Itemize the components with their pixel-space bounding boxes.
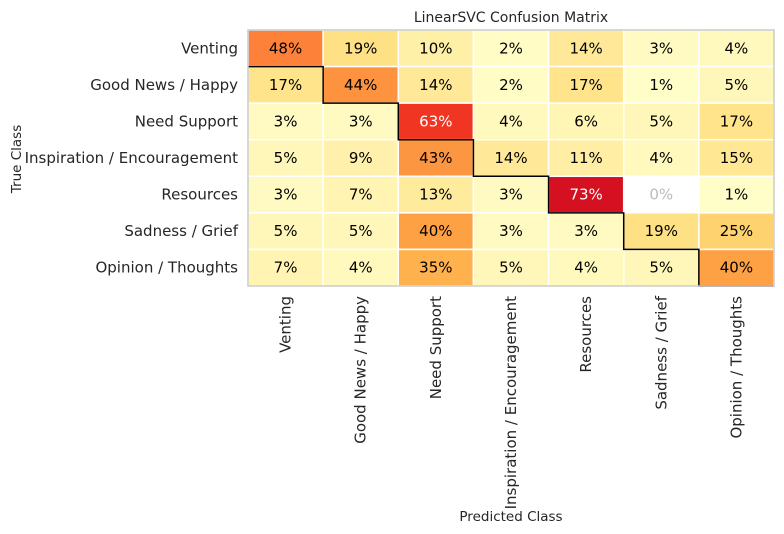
cell-value-label: 3%: [349, 112, 373, 130]
cell-value-label: 17%: [720, 112, 753, 130]
cell-value-label: 10%: [419, 39, 452, 57]
plot-frame: [247, 29, 775, 287]
diagonal-outline: [248, 65, 774, 287]
heatmap-cell: [397, 65, 475, 104]
cell-value-label: 4%: [349, 259, 373, 277]
heatmap-cell: [247, 138, 324, 178]
cell-value-label: 4%: [649, 149, 673, 167]
cell-value-label: 17%: [569, 76, 602, 94]
cell-value-label: 17%: [269, 76, 302, 94]
x-tick-label: Opinion / Thoughts: [727, 296, 745, 439]
cell-value-label: 35%: [419, 259, 452, 277]
y-tick-labels: Venting Good News / Happy Need Support Insp…: [25, 39, 239, 276]
heatmap-cell: [322, 212, 400, 251]
cell-value-label: 14%: [494, 149, 527, 167]
x-tick-label: Sadness / Grief: [652, 295, 670, 409]
heatmap-cell: [698, 212, 775, 251]
cell-value-label: 48%: [269, 39, 302, 57]
x-tick-label: Need Support: [427, 296, 445, 399]
heatmap-cell: [622, 138, 700, 178]
cell-value-label: 9%: [349, 149, 373, 167]
cell-value-label: 4%: [499, 112, 523, 130]
heatmap-cell: [397, 175, 475, 214]
chart-title: LinearSVC Confusion Matrix: [414, 10, 608, 26]
cell-value-label: 3%: [274, 186, 298, 204]
heatmap-cell: [547, 248, 625, 287]
heatmap-cell: [322, 102, 400, 141]
cell-value-label: 63%: [419, 112, 452, 130]
y-axis-label: True Class: [9, 125, 25, 194]
cell-value-label: 5%: [725, 76, 749, 94]
heatmap-cell: [622, 102, 700, 141]
cell-value-label: 7%: [274, 259, 298, 277]
cell-value-label: 14%: [419, 76, 452, 94]
heatmap-cell: [397, 248, 475, 287]
heatmap-cell: [698, 65, 775, 104]
cell-value-label: 3%: [274, 112, 298, 130]
y-tick-label: Venting: [181, 39, 238, 57]
y-tick-label: Need Support: [135, 112, 238, 130]
heatmap-cell: [698, 102, 775, 141]
cell-value-label: 5%: [274, 222, 298, 240]
cell-value-label: 40%: [720, 259, 753, 277]
cell-value-label: 13%: [419, 186, 452, 204]
cell-value-label: 19%: [344, 39, 377, 57]
cell-value-label: 4%: [574, 259, 598, 277]
cell-value-label: 2%: [499, 76, 523, 94]
x-axis-label: Predicted Class: [459, 509, 562, 525]
cell-value-label: 5%: [649, 259, 673, 277]
heatmap-cell: [247, 212, 324, 251]
y-tick-label: Sadness / Grief: [124, 222, 238, 240]
heatmap-cell: [472, 248, 550, 287]
x-tick-label: Resources: [577, 296, 595, 373]
x-tick-label: Inspiration / Encouragement: [502, 296, 520, 509]
heatmap-cell: [622, 248, 700, 287]
heatmap-cell: [698, 248, 775, 287]
x-tick-labels: Venting Good News / Happy Need Support Insp…: [277, 295, 746, 509]
cell-value-labels: 48% 19% 10% 2% 14% 3% 4% 17% 44% 14% 2% 17% 1% 5% 3% 3%…: [269, 39, 753, 276]
heatmap-cell: [622, 29, 700, 68]
cell-value-label: 5%: [274, 149, 298, 167]
x-tick-label: Venting: [277, 296, 295, 353]
cell-value-label: 3%: [649, 39, 673, 57]
cell-value-label: 1%: [725, 186, 749, 204]
cell-value-label: 73%: [569, 186, 602, 204]
diagonal-staircase-line: [248, 65, 774, 287]
cell-value-label: 7%: [349, 186, 373, 204]
cell-value-label: 19%: [645, 222, 678, 240]
cell-value-label: 11%: [569, 149, 602, 167]
cell-value-label: 3%: [499, 186, 523, 204]
y-tick-label: Good News / Happy: [90, 76, 238, 94]
cell-value-label: 40%: [419, 222, 452, 240]
heatmap-cell: [322, 138, 400, 178]
heatmap-cell: [247, 175, 324, 214]
heatmap-cell: [547, 102, 625, 141]
cell-value-label: 2%: [499, 39, 523, 57]
cell-value-label: 15%: [720, 149, 753, 167]
cell-value-label: 3%: [574, 222, 598, 240]
cell-value-label: 14%: [569, 39, 602, 57]
cell-value-label: 3%: [499, 222, 523, 240]
cell-value-label: 44%: [344, 76, 377, 94]
y-tick-label: Resources: [161, 186, 238, 204]
y-tick-label: Opinion / Thoughts: [95, 259, 238, 277]
cell-value-label: 5%: [349, 222, 373, 240]
cell-value-label: 4%: [725, 39, 749, 57]
cell-value-label: 6%: [574, 112, 598, 130]
cell-value-label: 5%: [499, 259, 523, 277]
heatmap-cell: [547, 65, 625, 104]
cell-value-label: 43%: [419, 149, 452, 167]
heatmap-cell: [322, 29, 400, 68]
cell-value-label: 25%: [720, 222, 753, 240]
cell-value-label: 1%: [649, 76, 673, 94]
x-tick-label: Good News / Happy: [352, 296, 370, 444]
y-tick-label: Inspiration / Encouragement: [25, 149, 238, 167]
cell-value-label: 0%: [649, 186, 673, 204]
cell-value-label: 5%: [649, 112, 673, 130]
